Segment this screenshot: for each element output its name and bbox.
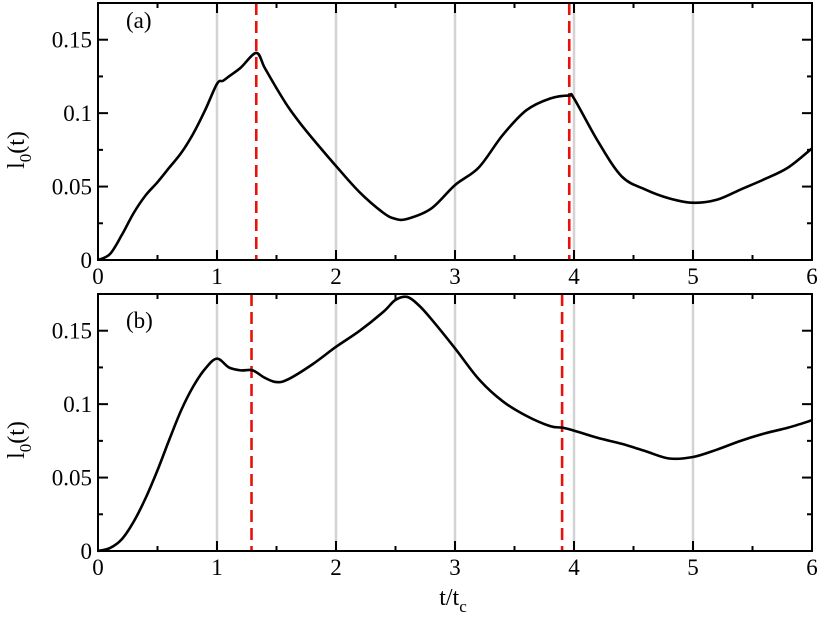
panel-b-x-tick-label: 1 <box>211 555 223 580</box>
panel-a-y-tick-label: 0.05 <box>52 175 92 200</box>
x-axis-label: t/tc <box>439 585 467 616</box>
panel-a-curve <box>97 51 813 262</box>
panel-b-x-tick-label: 0 <box>92 555 104 580</box>
panel-b-ylabel: l0(t) <box>4 421 35 459</box>
panel-b-x-tick-label: 5 <box>687 555 699 580</box>
panel-b-y-tick-label: 0.1 <box>63 392 92 417</box>
panel-a-x-tick-label: 3 <box>449 264 461 289</box>
panel-b-x-tick-label: 4 <box>568 555 580 580</box>
panel-b-label: (b) <box>126 308 153 333</box>
panel-a-y-tick-label: 0.1 <box>63 101 92 126</box>
panel-a-dashed-markers <box>254 3 571 260</box>
panel-b-x-tick-label: 2 <box>330 555 342 580</box>
panel-b: 0 1 2 3 4 5 6 0 0.05 0.1 0.15 (b) l0(t) <box>4 293 818 580</box>
panel-b-x-tick-label: 3 <box>449 555 461 580</box>
panel-a-x-tick-label: 4 <box>568 264 580 289</box>
panel-a-y-tick-label: 0 <box>81 248 93 273</box>
panel-a-ticks: 0 1 2 3 4 5 6 0 0.05 0.1 0.15 <box>52 3 818 289</box>
panel-a-x-tick-label: 6 <box>806 264 818 289</box>
panel-a-x-tick-label: 0 <box>92 264 104 289</box>
panel-a-grid <box>215 3 695 260</box>
panel-b-y-tick-label: 0.05 <box>52 466 92 491</box>
panel-b-curve <box>97 295 813 553</box>
panel-b-y-tick-label: 0 <box>81 539 93 564</box>
panel-b-ticks: 0 1 2 3 4 5 6 0 0.05 0.1 0.15 <box>52 294 818 580</box>
panel-a: 0 1 2 3 4 5 6 0 0.05 0.1 0.15 (a) l0(t) <box>4 2 818 289</box>
panel-a-x-tick-label: 5 <box>687 264 699 289</box>
panel-b-x-tick-label: 6 <box>806 555 818 580</box>
panel-a-y-tick-label: 0.15 <box>52 28 92 53</box>
panel-a-ylabel: l0(t) <box>4 131 35 169</box>
panel-b-dashed-markers <box>250 294 564 551</box>
panel-b-grid <box>215 294 695 551</box>
panel-b-y-tick-label: 0.15 <box>52 319 92 344</box>
panel-a-label: (a) <box>126 8 152 33</box>
panel-a-x-tick-label: 1 <box>211 264 223 289</box>
panel-a-x-tick-label: 2 <box>330 264 342 289</box>
